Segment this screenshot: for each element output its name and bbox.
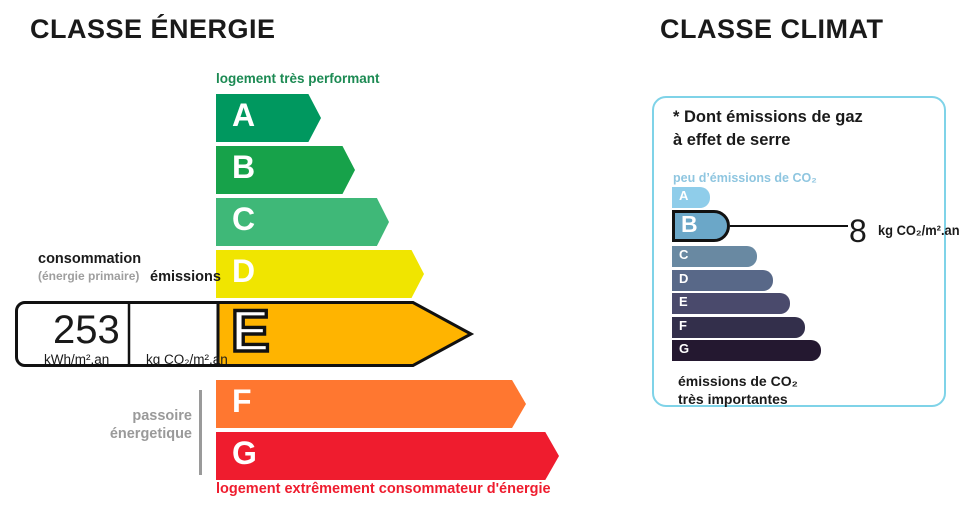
svg-text:E: E — [231, 300, 270, 364]
